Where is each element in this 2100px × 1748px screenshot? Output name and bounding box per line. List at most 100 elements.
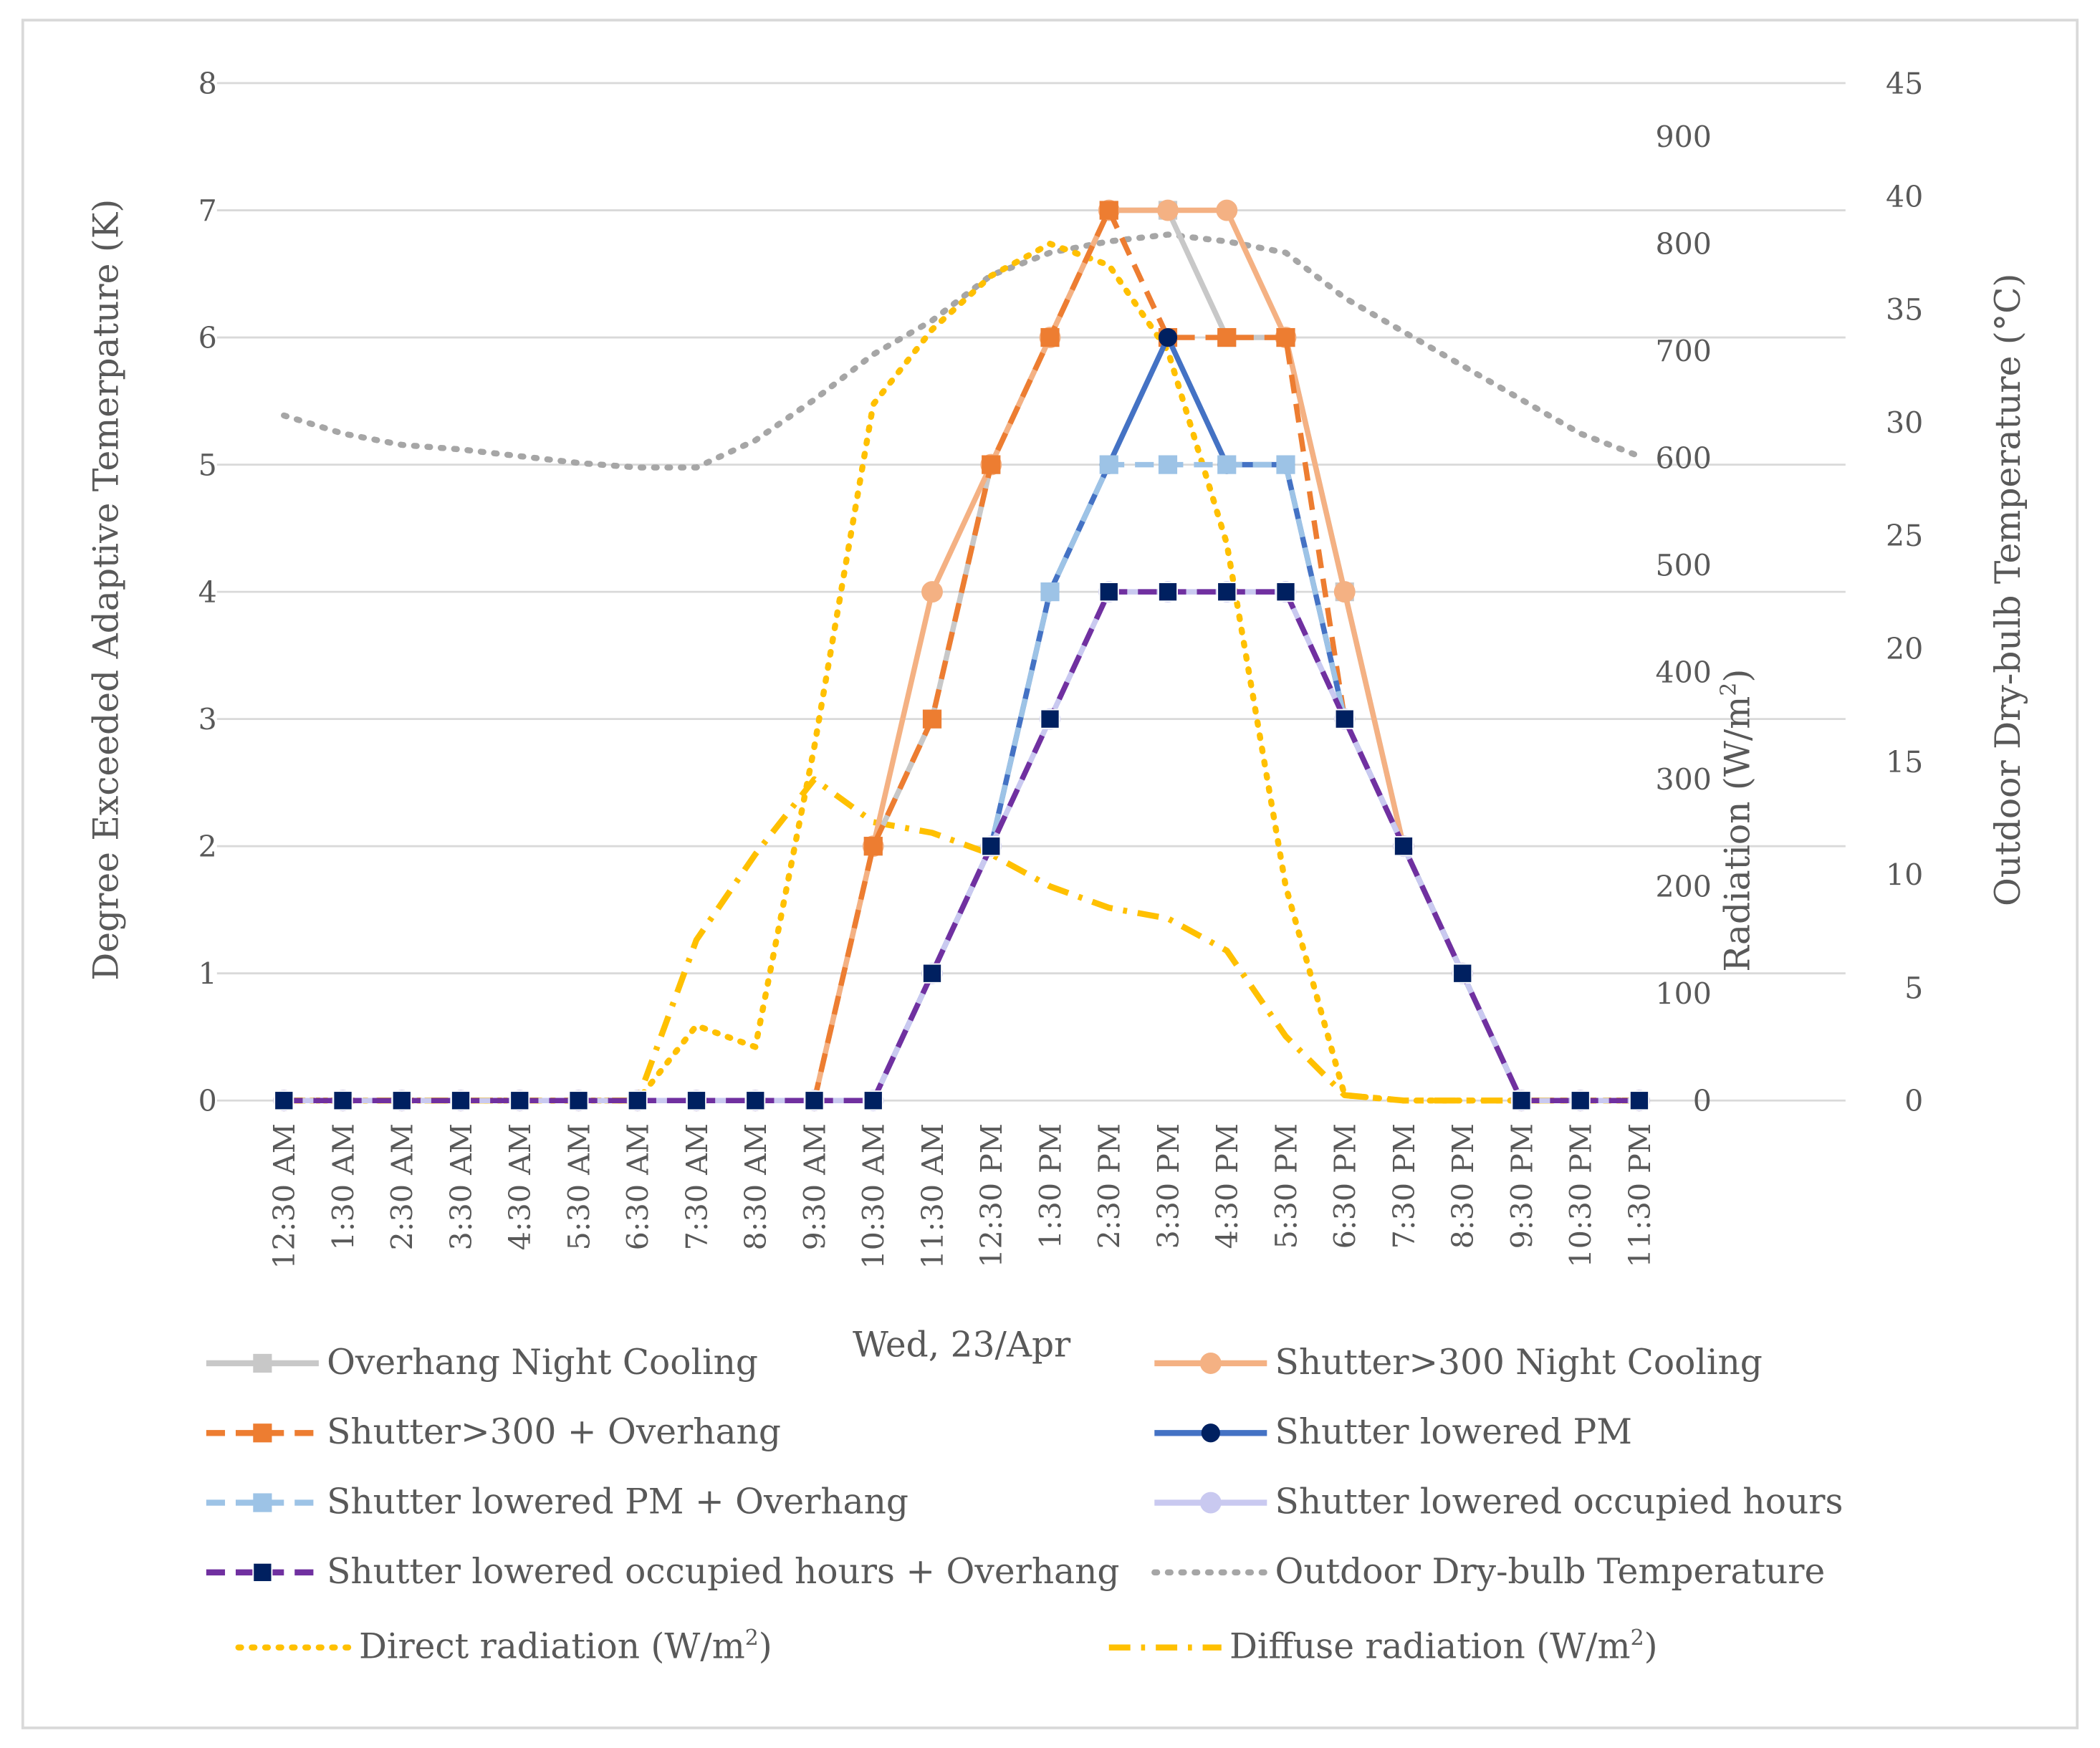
data-point	[1157, 582, 1179, 602]
legend-label-text: Direct radiation (W/m	[359, 1627, 745, 1667]
legend: Overhang Night Cooling Shutter>300 Night …	[206, 1343, 1843, 1667]
x-tick-label: 4:30 PM	[1210, 1123, 1245, 1249]
data-point	[921, 581, 943, 603]
legend-item-shutter-lowered-pm: Shutter lowered PM	[1154, 1412, 1632, 1452]
legend-item-shutter-lowered-pm-overhang: Shutter lowered PM + Overhang	[206, 1482, 908, 1522]
legend-item-direct-radiation-w-m: Direct radiation (W/m2)	[235, 1625, 772, 1667]
series-outdoor-dry-bulb-temperature	[281, 231, 1643, 471]
legend-label: Shutter lowered occupied hours + Overhan…	[327, 1552, 1119, 1592]
legend-item-shutter-300-night-cooling: Shutter>300 Night Cooling	[1154, 1343, 1763, 1383]
right-tick-label: 30	[1886, 405, 1923, 440]
legend-label: Direct radiation (W/m2)	[359, 1625, 772, 1667]
gridlines	[216, 82, 1846, 1102]
right-tick-label: 25	[1886, 519, 1923, 553]
data-point	[391, 1090, 412, 1111]
legend-marker	[252, 1562, 273, 1583]
series-direct-radiation-w-m	[281, 241, 1643, 1104]
legend-label-text: Shutter lowered PM + Overhang	[327, 1482, 908, 1522]
x-tick-label: 8:30 PM	[1446, 1123, 1480, 1249]
series-line-outdoor-dry-bulb-temperature	[281, 231, 1643, 471]
x-tick-label: 10:30 PM	[1564, 1123, 1598, 1267]
data-point	[1158, 327, 1178, 347]
x-tick-label: 7:30 AM	[680, 1123, 714, 1250]
right-axis-title: Outdoor Dry-bulb Temperature (°C)	[1988, 274, 2028, 906]
right-axis-ticks: 0 5 10 15 20 25 30 35 40 45	[1886, 67, 1923, 1118]
data-point	[1040, 582, 1060, 602]
data-point	[863, 1090, 883, 1111]
data-point	[1217, 327, 1237, 347]
legend-label-text: Shutter>300 + Overhang	[327, 1412, 781, 1452]
series-diffuse-radiation-w-m	[284, 776, 1639, 1104]
data-point	[1333, 581, 1356, 603]
x-tick-label: 2:30 AM	[385, 1123, 420, 1250]
x-tick-label: 4:30 AM	[503, 1123, 537, 1250]
x-tick-label: 11:30 PM	[1623, 1123, 1657, 1267]
legend-label: Shutter lowered occupied hours	[1275, 1482, 1844, 1522]
data-point	[863, 837, 883, 856]
x-tick-label: 3:30 PM	[1151, 1123, 1186, 1249]
data-point	[627, 1090, 648, 1111]
legend-item-diffuse-radiation-w-m: Diffuse radiation (W/m2)	[1108, 1625, 1658, 1667]
legend-marker	[253, 1493, 272, 1512]
legend-label-text: Outdoor Dry-bulb Temperature	[1275, 1552, 1826, 1592]
data-point	[1334, 709, 1355, 729]
left-tick-label: 0	[198, 1084, 217, 1118]
data-point	[1393, 836, 1414, 857]
series-line-direct-radiation-w-m	[281, 241, 1643, 1104]
data-point	[1157, 199, 1179, 221]
radiation-tick-label: 600	[1655, 441, 1711, 476]
x-tick-label: 5:30 AM	[562, 1123, 596, 1250]
left-axis-title: Degree Exceeded Adaptive Temerpature (K)	[87, 199, 127, 981]
legend-label: Shutter>300 Night Cooling	[1275, 1343, 1763, 1383]
legend-item-shutter-lowered-occupied-hours: Shutter lowered occupied hours	[1154, 1482, 1843, 1522]
x-tick-label: 5:30 PM	[1269, 1123, 1303, 1249]
legend-marker	[1199, 1353, 1222, 1374]
data-point	[922, 709, 942, 729]
radiation-axis-title: Radiation (W/m2)	[1717, 669, 1758, 972]
left-tick-label: 2	[198, 830, 217, 864]
radiation-axis-title-text: Radiation (W/m	[1717, 696, 1758, 972]
data-point	[1276, 455, 1295, 474]
right-tick-label: 15	[1886, 745, 1923, 779]
legend-label-text: Shutter lowered occupied hours	[1275, 1482, 1844, 1522]
left-tick-label: 1	[198, 957, 217, 991]
right-tick-label: 20	[1886, 632, 1923, 666]
series-line-diffuse-radiation-w-m	[284, 776, 1639, 1104]
data-point	[981, 836, 1002, 857]
legend-label: Shutter>300 + Overhang	[327, 1412, 781, 1452]
x-axis-title: Wed, 23/Apr	[853, 1325, 1071, 1365]
left-tick-label: 6	[198, 321, 217, 355]
axis-titles: Wed, 23/Apr Degree Exceeded Adaptive Tem…	[87, 199, 2028, 1365]
legend-label: Diffuse radiation (W/m2)	[1229, 1625, 1658, 1667]
x-tick-label: 12:30 PM	[974, 1123, 1009, 1267]
series-shutter-lowered-pm-overhang	[274, 455, 1649, 1110]
legend-label-text: Overhang Night Cooling	[327, 1343, 758, 1383]
series-line-shutter-lowered-pm-overhang	[284, 461, 1639, 1103]
x-tick-label: 9:30 AM	[797, 1123, 832, 1250]
right-tick-label: 0	[1904, 1084, 1923, 1118]
legend-marker	[1201, 1423, 1220, 1443]
legend-label-text: Shutter>300 Night Cooling	[1275, 1343, 1763, 1383]
right-tick-label: 35	[1886, 293, 1923, 327]
x-tick-label: 1:30 AM	[327, 1123, 361, 1250]
radiation-axis-title-suffix: )	[1717, 669, 1758, 683]
radiation-axis-ticks: 0 100 200 300 400 500 600 700 800 900	[1655, 120, 1711, 1118]
data-point	[332, 1090, 353, 1111]
data-point	[1099, 201, 1118, 220]
radiation-tick-label: 900	[1655, 120, 1711, 155]
right-tick-label: 45	[1886, 67, 1923, 101]
data-point	[1275, 582, 1296, 602]
legend-marker	[1199, 1492, 1222, 1514]
radiation-tick-label: 700	[1655, 335, 1711, 369]
data-point	[1040, 327, 1060, 347]
radiation-tick-label: 100	[1655, 977, 1711, 1012]
right-tick-label: 10	[1886, 858, 1923, 893]
radiation-axis-title-sup: 2	[1717, 683, 1742, 696]
series-line-shutter-300-overhang	[284, 207, 1639, 1103]
right-tick-label: 40	[1886, 180, 1923, 214]
left-tick-label: 8	[198, 67, 217, 101]
x-tick-label: 10:30 AM	[857, 1123, 891, 1269]
series-layer	[273, 199, 1650, 1112]
radiation-tick-label: 0	[1693, 1084, 1712, 1118]
